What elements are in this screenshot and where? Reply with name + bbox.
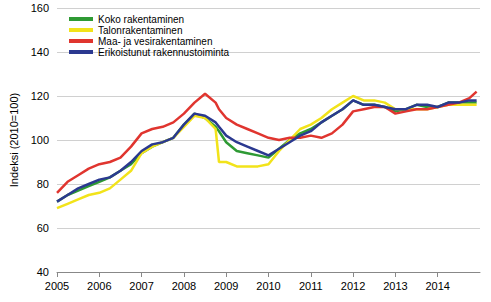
svg-text:Talonrakentaminen: Talonrakentaminen (98, 25, 183, 36)
svg-text:2010: 2010 (256, 280, 280, 292)
svg-text:Indeksi (2010=100): Indeksi (2010=100) (8, 93, 20, 187)
svg-text:160: 160 (31, 2, 49, 14)
svg-text:2013: 2013 (383, 280, 407, 292)
svg-text:2014: 2014 (425, 280, 449, 292)
svg-text:2011: 2011 (299, 280, 323, 292)
svg-text:60: 60 (37, 222, 49, 234)
svg-text:2008: 2008 (172, 280, 196, 292)
svg-text:Koko rakentaminen: Koko rakentaminen (98, 14, 184, 25)
svg-text:2007: 2007 (129, 280, 153, 292)
svg-text:Maa- ja vesirakentaminen: Maa- ja vesirakentaminen (98, 36, 213, 47)
svg-text:2009: 2009 (214, 280, 238, 292)
svg-text:Erikoistunut rakennustoiminta: Erikoistunut rakennustoiminta (98, 47, 230, 58)
svg-text:100: 100 (31, 134, 49, 146)
svg-text:80: 80 (37, 178, 49, 190)
svg-text:120: 120 (31, 90, 49, 102)
svg-text:140: 140 (31, 46, 49, 58)
svg-text:2005: 2005 (45, 280, 69, 292)
svg-text:40: 40 (37, 266, 49, 278)
svg-text:2006: 2006 (87, 280, 111, 292)
svg-text:2012: 2012 (341, 280, 365, 292)
